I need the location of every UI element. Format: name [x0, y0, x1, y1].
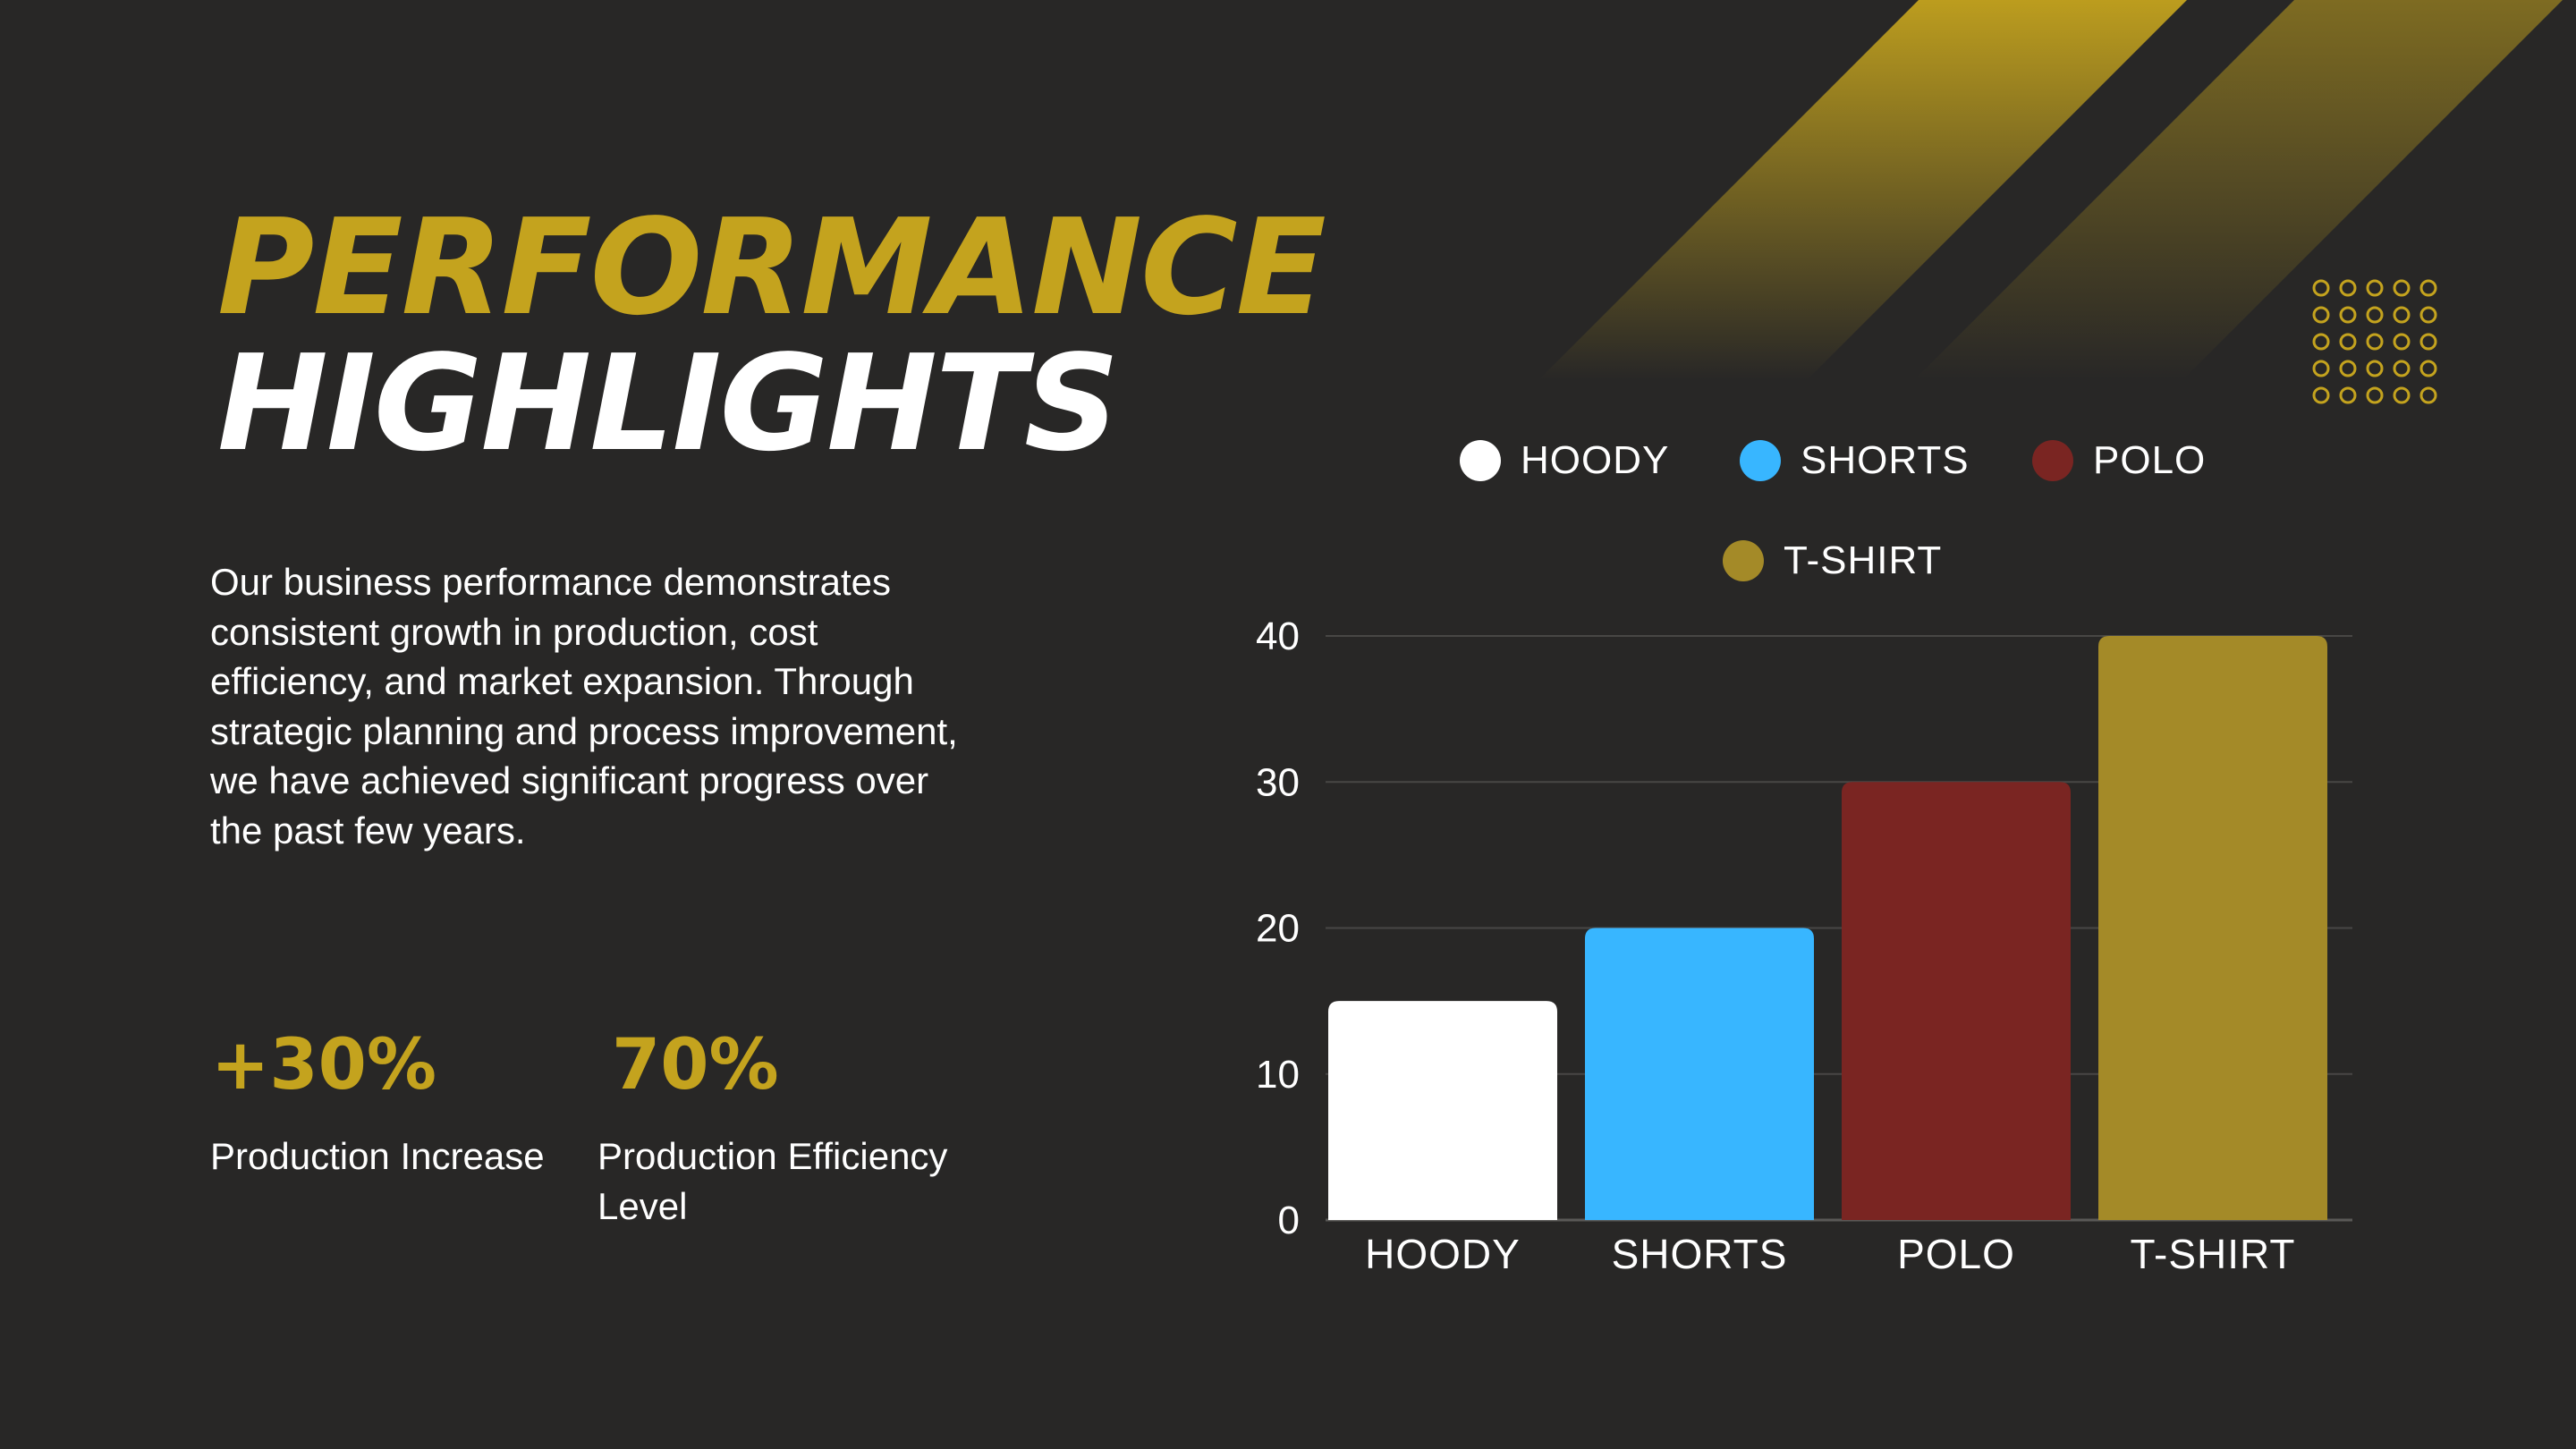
legend-item-t-shirt: T-SHIRT	[1723, 538, 1942, 583]
legend-swatch-shorts	[1740, 440, 1781, 481]
decorative-dot	[2366, 306, 2384, 324]
decorative-dot	[2366, 386, 2384, 404]
title-line-2: HIGHLIGHTS	[217, 326, 1120, 480]
legend-label-hoody: HOODY	[1521, 438, 1670, 482]
decorative-dot	[2419, 386, 2437, 404]
legend-label-polo: POLO	[2093, 438, 2207, 482]
decorative-dot	[2312, 386, 2330, 404]
x-tick-label-polo: POLO	[1897, 1231, 2015, 1277]
decorative-dot	[2393, 306, 2411, 324]
decorative-dot	[2312, 360, 2330, 377]
y-tick-label: 40	[1256, 614, 1300, 658]
legend-item-hoody: HOODY	[1460, 438, 1669, 483]
legend-swatch-t-shirt	[1723, 540, 1764, 581]
stat-value-production-increase: +30%	[211, 1025, 437, 1106]
bar-polo	[1842, 782, 2071, 1220]
bar-hoody	[1328, 1001, 1557, 1220]
decorative-dot	[2419, 360, 2437, 377]
bar-shorts	[1585, 928, 1814, 1220]
decorative-dot	[2339, 386, 2357, 404]
decorative-dot	[2393, 279, 2411, 297]
decorative-dot	[2393, 333, 2411, 351]
x-tick-label-t-shirt: T-SHIRT	[2130, 1231, 2295, 1277]
decorative-dot	[2312, 306, 2330, 324]
x-tick-label-hoody: HOODY	[1365, 1231, 1521, 1277]
bars	[1328, 636, 2327, 1220]
y-axis-ticks: 0 10 20 30 40	[1256, 614, 1300, 1242]
decorative-dot	[2339, 279, 2357, 297]
decorative-dot	[2339, 360, 2357, 377]
decorative-dot	[2419, 333, 2437, 351]
stat-label-production-increase: Production Increase	[210, 1135, 545, 1177]
legend-item-polo: POLO	[2032, 438, 2206, 483]
decorative-dot	[2419, 279, 2437, 297]
bar-t-shirt	[2098, 636, 2327, 1220]
title-line-1: PERFORMANCE	[217, 191, 1326, 344]
x-axis-ticks: HOODY SHORTS POLO T-SHIRT	[1365, 1231, 2295, 1277]
decorative-dot	[2312, 279, 2330, 297]
y-tick-label: 30	[1256, 760, 1300, 804]
decorative-dot	[2366, 333, 2384, 351]
description-text: Our business performance demonstrates co…	[210, 561, 958, 852]
x-tick-label-shorts: SHORTS	[1612, 1231, 1788, 1277]
stat-value-efficiency-level: 70%	[612, 1025, 779, 1106]
decorative-dot	[2393, 360, 2411, 377]
decorative-dot	[2393, 386, 2411, 404]
dot-grid-decoration	[2312, 279, 2437, 404]
y-tick-label: 10	[1256, 1053, 1300, 1097]
decorative-dot	[2339, 306, 2357, 324]
decorative-dot	[2339, 333, 2357, 351]
y-tick-label: 20	[1256, 907, 1300, 951]
legend-label-shorts: SHORTS	[1801, 438, 1970, 482]
decorative-dot	[2366, 360, 2384, 377]
y-tick-label: 0	[1278, 1199, 1300, 1242]
decorative-dot	[2366, 279, 2384, 297]
decorative-dot	[2312, 333, 2330, 351]
legend-swatch-hoody	[1460, 440, 1501, 481]
stat-label-efficiency-level: Production Efficiency Level	[597, 1135, 948, 1227]
legend-item-shorts: SHORTS	[1740, 438, 1970, 483]
legend-swatch-polo	[2032, 440, 2073, 481]
decorative-dot	[2419, 306, 2437, 324]
legend-label-t-shirt: T-SHIRT	[1784, 538, 1943, 582]
